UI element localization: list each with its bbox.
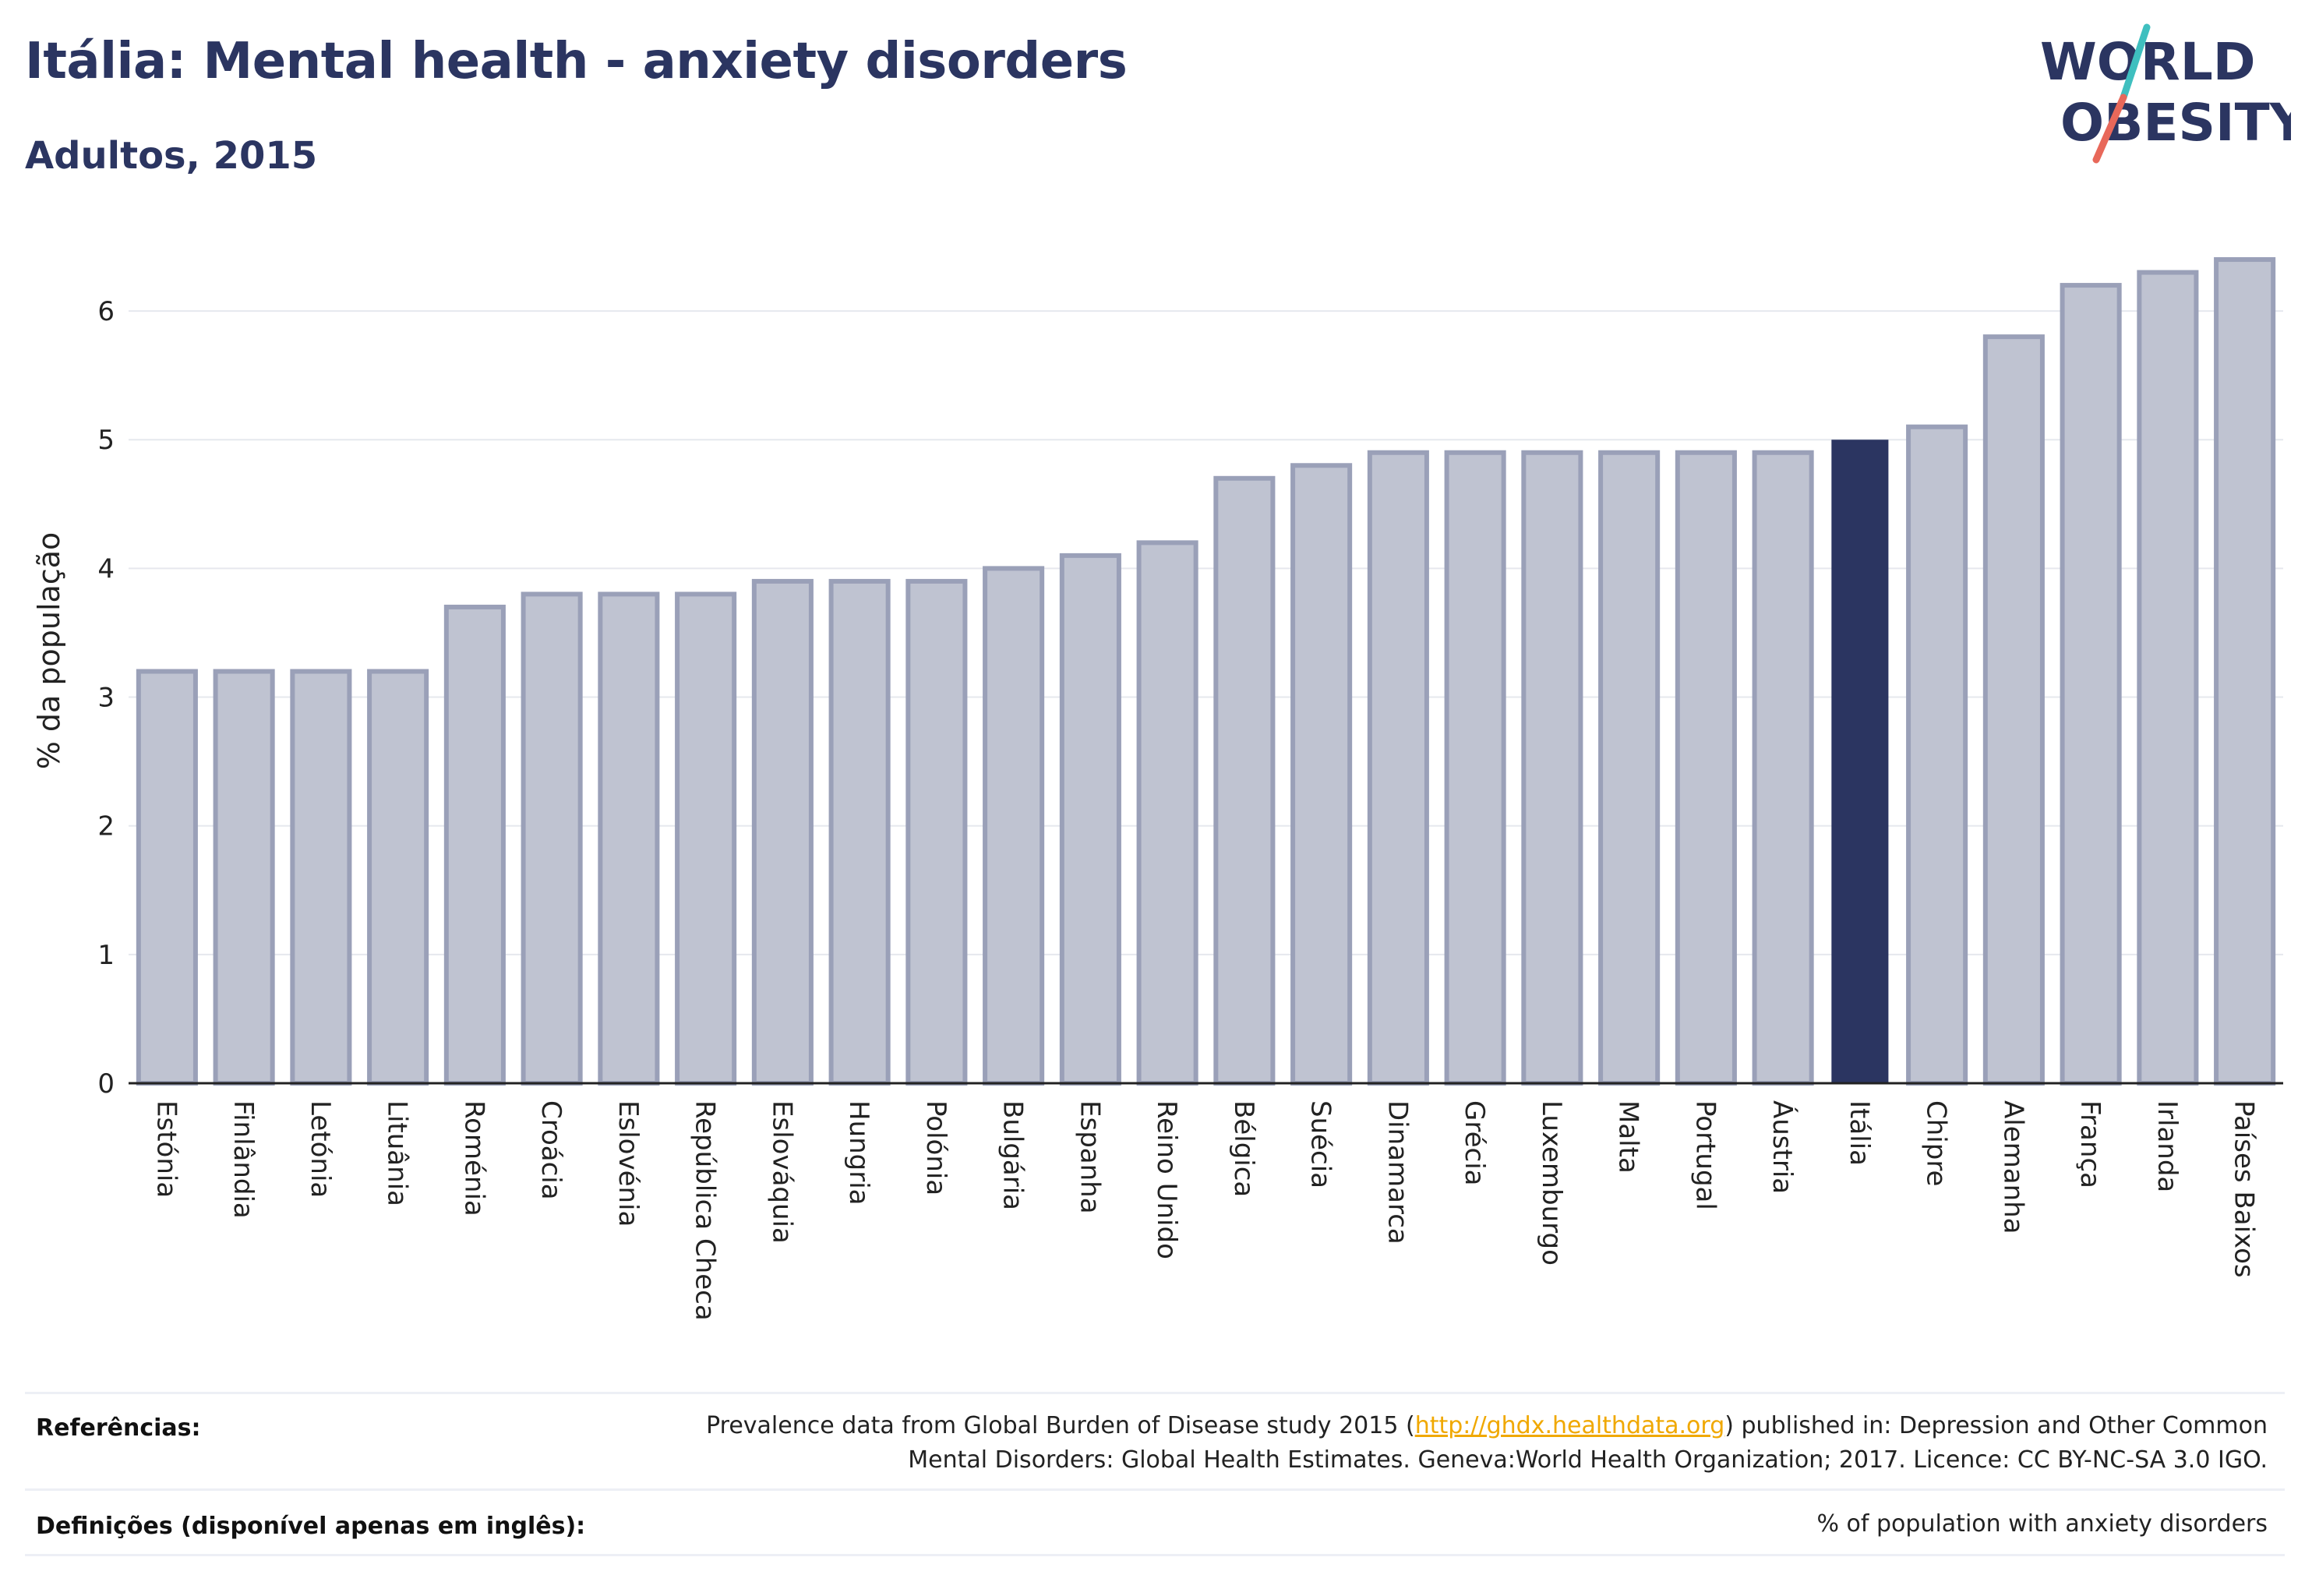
bar-croácia[interactable] <box>521 591 583 1086</box>
x-tick-label: Dinamarca <box>1382 1100 1413 1245</box>
bar-roménia[interactable] <box>443 604 506 1086</box>
bars <box>136 257 2276 1086</box>
x-tick-label: Eslovénia <box>612 1100 644 1227</box>
x-tick-label: Chipre <box>1921 1100 1952 1186</box>
bar-suécia[interactable] <box>1290 463 1353 1086</box>
references-line1-before: Prevalence data from Global Burden of Di… <box>706 1412 1415 1439</box>
footer-divider-bottom <box>25 1554 2285 1556</box>
y-axis-label: % da população <box>32 532 66 770</box>
bar-dinamarca[interactable] <box>1367 450 1429 1086</box>
x-tick-label: Letónia <box>305 1100 336 1198</box>
bar-chipre[interactable] <box>1906 424 1968 1086</box>
world-obesity-logo: WORLD OBESITY <box>2040 23 2291 164</box>
x-tick-label: Bélgica <box>1228 1100 1259 1197</box>
footer-divider-top <box>25 1392 2285 1394</box>
references-text: Prevalence data from Global Burden of Di… <box>706 1409 2268 1478</box>
bar-hungria[interactable] <box>828 578 891 1086</box>
logo-slash-coral <box>2092 94 2127 164</box>
logo-line2: OBESITY <box>2060 93 2291 153</box>
x-tick-label: Suécia <box>1305 1100 1336 1188</box>
bar-polónia[interactable] <box>905 578 968 1086</box>
references-line2: Mental Disorders: Global Health Estimate… <box>908 1446 2268 1474</box>
bar-portugal[interactable] <box>1675 450 1737 1086</box>
x-tick-label: Espanha <box>1074 1100 1105 1214</box>
bar-bélgica[interactable] <box>1213 475 1276 1086</box>
references-line1-after: ) published in: Depression and Other Com… <box>1724 1412 2268 1439</box>
bar-letónia[interactable] <box>290 669 352 1086</box>
bar-república-checa[interactable] <box>675 591 737 1086</box>
x-tick-label: Estónia <box>150 1100 182 1198</box>
y-tick-label: 2 <box>97 811 115 842</box>
x-tick-label: Roménia <box>458 1100 489 1216</box>
bar-áustria[interactable] <box>1752 450 1814 1086</box>
bar-irlanda[interactable] <box>2137 270 2199 1086</box>
definitions-label: Definições (disponível apenas em inglês)… <box>36 1513 586 1540</box>
y-tick-label: 1 <box>97 940 115 971</box>
bar-itália[interactable] <box>1831 440 1889 1083</box>
y-tick-label: 6 <box>97 296 115 327</box>
y-tick-label: 4 <box>97 553 115 584</box>
bar-luxemburgo[interactable] <box>1521 450 1583 1086</box>
x-tick-label: Luxemburgo <box>1536 1100 1567 1266</box>
logo-slash-teal <box>2120 23 2151 101</box>
bar-bulgária[interactable] <box>983 566 1045 1086</box>
chart-subtitle: Adultos, 2015 <box>25 134 318 178</box>
x-tick-label: Reino Unido <box>1151 1100 1182 1259</box>
bar-reino-unido[interactable] <box>1136 540 1198 1086</box>
x-tick-label: Polónia <box>920 1100 951 1195</box>
bar-eslovénia[interactable] <box>598 591 660 1086</box>
references-label: Referências: <box>36 1414 201 1442</box>
x-tick-label: Malta <box>1613 1100 1644 1174</box>
x-tick-label: Itália <box>1844 1100 1875 1166</box>
x-tick-label: Países Baixos <box>2229 1100 2260 1278</box>
logo-line1: WORLD <box>2040 32 2256 92</box>
x-tick-labels: Estónia Finlândia Letónia Lituânia Roménia Cr… <box>150 1100 2259 1321</box>
x-tick-label: Bulgária <box>997 1100 1029 1210</box>
bar-países-baixos[interactable] <box>2214 257 2276 1086</box>
chart-title: Itália: Mental health - anxiety disorder… <box>25 33 1128 90</box>
bar-chart: 0 1 2 3 4 5 6 Estónia Finlândia Letónia Lituânia R… <box>32 257 2283 1321</box>
x-tick-label: Irlanda <box>2151 1100 2183 1192</box>
definitions-text: % of population with anxiety disorders <box>1816 1510 2268 1538</box>
y-tick-label: 3 <box>97 683 115 714</box>
x-tick-label: República Checa <box>690 1100 721 1321</box>
x-tick-label: Áustria <box>1767 1100 1798 1194</box>
x-tick-label: França <box>2074 1100 2106 1188</box>
y-tick-label: 5 <box>97 425 115 456</box>
x-tick-label: Eslováquia <box>766 1100 797 1244</box>
footer-divider-middle <box>25 1488 2285 1491</box>
references-link[interactable]: http://ghdx.healthdata.org <box>1414 1412 1725 1439</box>
x-tick-label: Portugal <box>1689 1100 1721 1210</box>
x-tick-label: Hungria <box>843 1100 874 1206</box>
x-tick-label: Finlândia <box>228 1100 259 1219</box>
bar-frança[interactable] <box>2060 283 2122 1086</box>
y-tick-labels: 0 1 2 3 4 5 6 <box>97 296 115 1100</box>
x-tick-label: Croácia <box>535 1100 567 1200</box>
bar-lituânia[interactable] <box>367 669 429 1086</box>
bar-estónia[interactable] <box>136 669 198 1086</box>
bar-grécia[interactable] <box>1444 450 1506 1086</box>
bar-espanha[interactable] <box>1059 553 1121 1086</box>
bar-finlândia[interactable] <box>213 669 275 1086</box>
x-tick-label: Lituânia <box>382 1100 413 1206</box>
bar-eslováquia[interactable] <box>751 578 814 1086</box>
x-tick-label: Grécia <box>1459 1100 1490 1185</box>
bar-alemanha[interactable] <box>1982 334 2045 1086</box>
x-tick-label: Alemanha <box>1997 1100 2028 1234</box>
bar-malta[interactable] <box>1598 450 1661 1086</box>
y-tick-label: 0 <box>97 1068 115 1100</box>
